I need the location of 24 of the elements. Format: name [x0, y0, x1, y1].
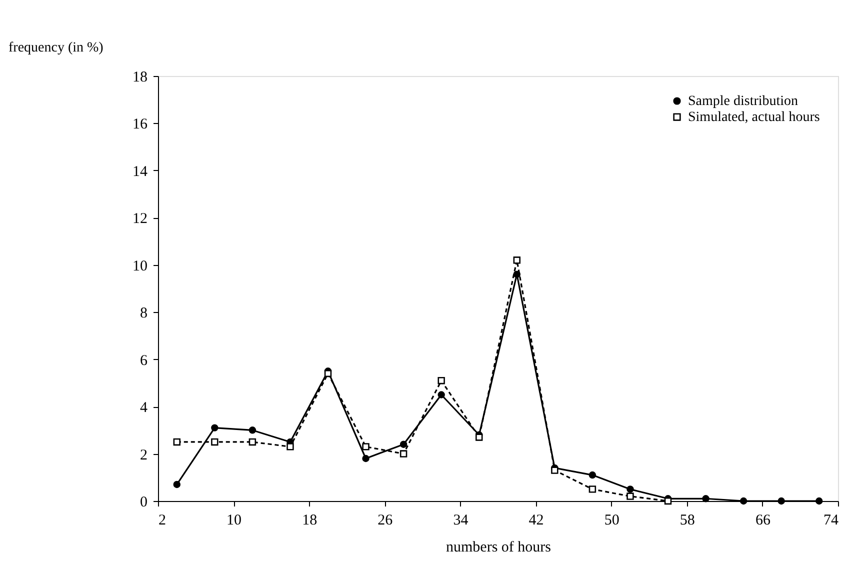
x-tick-label: 50 — [604, 512, 620, 528]
y-tick-label: 2 — [140, 447, 148, 464]
y-tick-label: 6 — [140, 352, 148, 369]
y-tick-label: 14 — [132, 164, 148, 180]
x-tick-label: 34 — [453, 512, 469, 528]
legend-label: Sample distribution — [688, 94, 798, 109]
x-tick-label: 26 — [378, 512, 394, 528]
y-tick-label: 16 — [132, 116, 148, 133]
x-tick-label: 10 — [226, 512, 242, 528]
y-tick-label: 8 — [140, 306, 148, 322]
y-tick-label: 10 — [132, 258, 148, 274]
x-tick-label: 2 — [158, 512, 166, 528]
y-tick-label: 4 — [140, 400, 148, 416]
x-tick-label: 74 — [824, 512, 839, 528]
y-tick-label: 12 — [132, 211, 148, 228]
y-tick-label: 18 — [132, 70, 148, 86]
y-axis-title: frequency (in %) — [8, 40, 104, 56]
x-tick-label: 18 — [302, 512, 318, 528]
legend-label: Simulated, actual hours — [688, 110, 820, 125]
y-tick-label: 0 — [140, 494, 148, 510]
x-tick-label: 66 — [755, 512, 771, 528]
x-tick-label: 58 — [680, 512, 695, 528]
x-axis-title: numbers of hours — [446, 540, 552, 556]
x-tick-label: 42 — [528, 512, 544, 528]
